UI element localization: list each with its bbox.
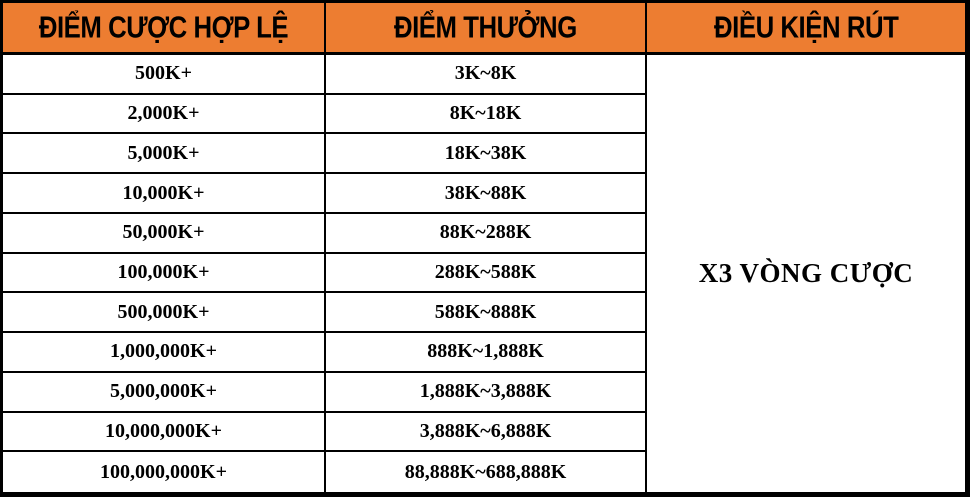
bet-points-cell: 500,000K+ — [3, 293, 326, 334]
reward-cell: 8K~18K — [326, 94, 647, 135]
col-header-reward-points: ĐIỂM THƯỞNG — [326, 3, 647, 55]
reward-cell: 3K~8K — [326, 55, 647, 95]
reward-cell: 38K~88K — [326, 174, 647, 214]
reward-cell: 588K~888K — [326, 293, 647, 334]
bet-points-cell: 5,000,000K+ — [3, 372, 326, 413]
reward-cell: 88K~288K — [326, 213, 647, 254]
reward-cell: 3,888K~6,888K — [326, 412, 647, 453]
reward-cell: 888K~1,888K — [326, 333, 647, 373]
bet-points-cell: 5,000K+ — [3, 134, 326, 175]
bet-points-cell: 10,000K+ — [3, 174, 326, 214]
reward-cell: 18K~38K — [326, 134, 647, 175]
col-header-withdraw-condition: ĐIỀU KIỆN RÚT — [647, 3, 965, 55]
reward-cell: 288K~588K — [326, 253, 647, 294]
bet-points-cell: 50,000K+ — [3, 213, 326, 254]
bet-points-cell: 100,000,000K+ — [3, 452, 326, 492]
bet-points-cell: 100,000K+ — [3, 253, 326, 294]
bet-points-cell: 10,000,000K+ — [3, 412, 326, 453]
bet-points-cell: 500K+ — [3, 55, 326, 95]
reward-cell: 1,888K~3,888K — [326, 372, 647, 413]
withdraw-condition-cell: X3 VÒNG CƯỢC — [698, 257, 914, 288]
col-header-valid-bet-points: ĐIỂM CƯỢC HỢP LỆ — [3, 3, 326, 55]
reward-cell: 88,888K~688,888K — [326, 452, 647, 492]
bet-points-cell: 2,000K+ — [3, 94, 326, 135]
bet-points-cell: 1,000,000K+ — [3, 333, 326, 373]
